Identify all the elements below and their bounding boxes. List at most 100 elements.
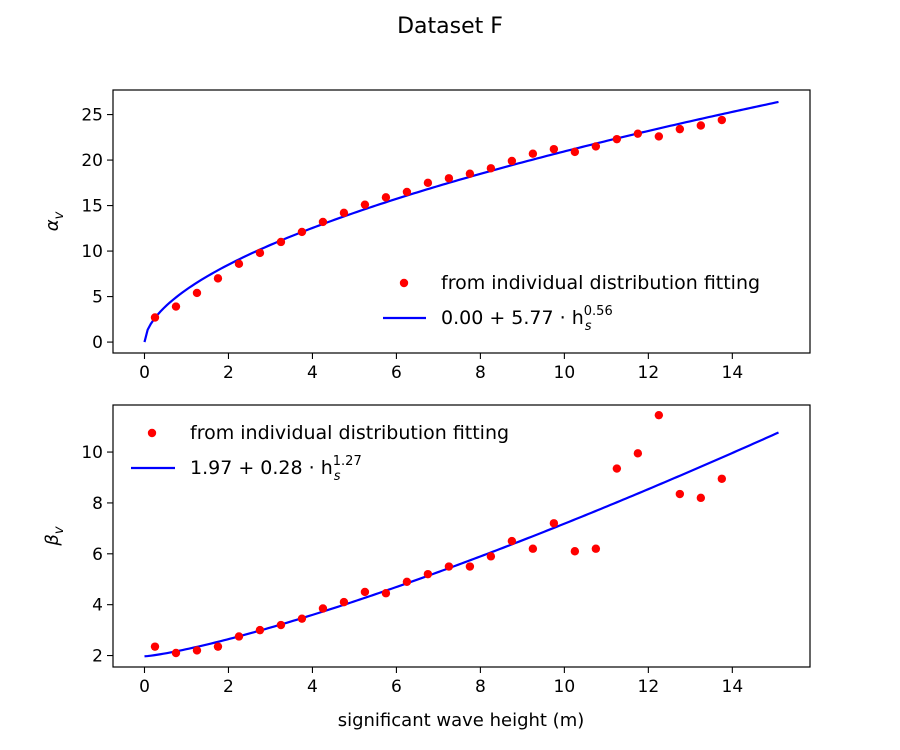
alpha-y-tick-label: 0 <box>92 333 103 353</box>
beta-y-tick-label: 2 <box>92 647 103 667</box>
alpha-y-tick-label: 10 <box>81 242 103 262</box>
beta-data-point <box>591 544 601 553</box>
beta-data-point <box>402 577 412 586</box>
beta-data-point <box>150 642 160 651</box>
alpha-fit-line <box>143 100 779 343</box>
alpha-data-point <box>549 144 559 154</box>
beta-data-point <box>297 614 307 623</box>
beta-data-point <box>696 493 706 503</box>
alpha-data-point <box>696 121 706 130</box>
alpha-data-point <box>570 147 580 157</box>
alpha-data-point <box>486 164 496 173</box>
beta-x-tick-label: 10 <box>554 677 576 697</box>
alpha-data-point <box>297 227 307 237</box>
legend-label-fit: 0.00 + 5.77 · h0.56 s <box>441 304 613 334</box>
alpha-x-tick-label: 14 <box>722 363 744 383</box>
alpha-data-point <box>465 169 475 178</box>
alpha-x-tick-label: 2 <box>223 363 234 383</box>
alpha-data-point <box>654 132 664 141</box>
alpha-data-point <box>318 217 328 227</box>
beta-data-point <box>423 569 433 579</box>
beta-data-point <box>318 604 328 613</box>
alpha-data-point <box>423 178 433 188</box>
alpha-data-point <box>255 248 265 258</box>
alpha-data-point <box>234 259 244 269</box>
legend-marker-points <box>147 428 157 438</box>
alpha-data-point <box>192 288 202 298</box>
alpha-x-tick-label: 8 <box>475 363 486 383</box>
alpha-data-point <box>213 274 223 283</box>
beta-subplot: 0 2 4 6 8 10 12 14 2 4 6 8 10 βv from individual distr… <box>42 404 811 697</box>
alpha-y-tick-label: 20 <box>81 151 103 171</box>
beta-x-tick-label: 14 <box>722 677 744 697</box>
beta-x-tick-label: 12 <box>638 677 660 697</box>
beta-data-point <box>654 410 664 420</box>
beta-fit-line <box>144 431 779 658</box>
alpha-data-point <box>528 149 538 158</box>
beta-data-point <box>528 544 538 553</box>
alpha-x-tick-label: 0 <box>139 363 150 383</box>
beta-x-tick-label: 4 <box>307 677 318 697</box>
alpha-data-point <box>402 187 412 197</box>
beta-data-point <box>486 552 496 561</box>
beta-data-point <box>381 589 391 598</box>
alpha-data-point <box>612 134 622 144</box>
beta-data-point <box>444 562 454 571</box>
beta-legend: from individual distribution fitting 1.97… <box>131 422 509 484</box>
alpha-axes-frame <box>112 89 811 354</box>
beta-y-tick-label: 8 <box>92 494 103 514</box>
beta-data-point <box>507 536 517 546</box>
alpha-data-point <box>591 142 601 151</box>
beta-axes-frame <box>112 404 811 668</box>
beta-data-point <box>255 625 265 635</box>
alpha-x-tick-label: 4 <box>307 363 318 383</box>
alpha-x-tick-label: 6 <box>391 363 402 383</box>
alpha-data-point <box>150 313 160 322</box>
alpha-y-tick-label: 15 <box>81 197 103 217</box>
alpha-data-point <box>360 200 370 209</box>
alpha-x-tick-label: 12 <box>638 363 660 383</box>
beta-y-tick-label: 10 <box>81 443 103 463</box>
beta-data-point <box>717 474 727 483</box>
beta-data-point <box>465 562 475 571</box>
x-axis-label: significant wave height (m) <box>338 710 585 731</box>
beta-data-point <box>612 464 622 473</box>
alpha-data-point <box>381 193 391 202</box>
alpha-data-point <box>675 124 685 134</box>
alpha-y-tick-label: 5 <box>92 288 103 308</box>
legend-label-fit: 1.97 + 0.28 · h1.27 s <box>190 454 362 484</box>
beta-data-point <box>339 597 349 607</box>
beta-data-point <box>675 489 685 499</box>
beta-data-point <box>192 646 202 655</box>
beta-x-tick-label: 6 <box>391 677 402 697</box>
alpha-data-point <box>507 156 517 166</box>
beta-data-point <box>234 632 244 641</box>
legend-label-points: from individual distribution fitting <box>190 422 509 444</box>
alpha-data-point <box>339 208 349 218</box>
alpha-data-point <box>633 129 643 138</box>
alpha-subplot: 0 2 4 6 8 10 12 14 0 5 10 15 20 25 αv from individual d… <box>42 89 811 383</box>
beta-data-point <box>276 620 286 630</box>
beta-data-point <box>213 642 223 651</box>
beta-x-tick-label: 2 <box>223 677 234 697</box>
beta-x-tick-label: 8 <box>475 677 486 697</box>
alpha-data-point <box>171 302 181 311</box>
alpha-y-tick-label: 25 <box>81 106 103 126</box>
beta-y-tick-label: 4 <box>92 596 103 616</box>
beta-data-point <box>549 519 559 528</box>
alpha-data-point <box>717 115 727 125</box>
beta-data-point <box>360 587 370 597</box>
alpha-x-tick-label: 10 <box>554 363 576 383</box>
beta-y-axis-label: βv <box>42 526 67 547</box>
legend-label-points: from individual distribution fitting <box>441 272 760 294</box>
beta-data-point <box>633 449 643 458</box>
alpha-legend: from individual distribution fitting 0.00… <box>383 272 760 334</box>
beta-data-point <box>570 547 580 556</box>
beta-data-point <box>171 648 181 658</box>
figure-title: Dataset F <box>397 14 503 39</box>
alpha-y-axis-label: αv <box>42 211 67 231</box>
legend-marker-points <box>399 278 409 288</box>
beta-y-tick-label: 6 <box>92 545 103 565</box>
beta-x-tick-label: 0 <box>139 677 150 697</box>
